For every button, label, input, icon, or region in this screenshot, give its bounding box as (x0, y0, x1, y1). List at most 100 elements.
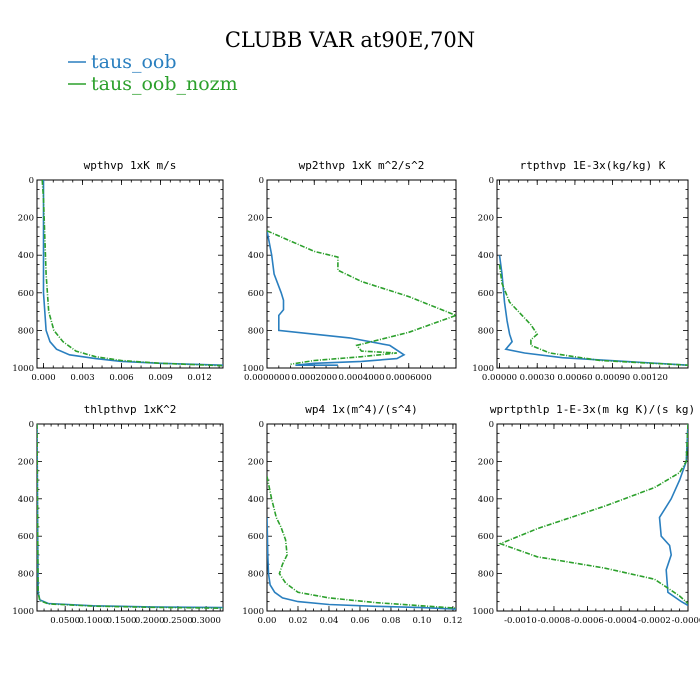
series-line-taus-oob (267, 517, 456, 610)
y-tick-label: 0 (489, 420, 494, 430)
series-line-taus-oob (498, 255, 688, 366)
series-line-taus-oob-nozm (41, 180, 223, 367)
x-tick-label: 0.12 (443, 616, 462, 626)
plot-frame (266, 423, 457, 612)
series-line-taus-oob-nozm (498, 264, 688, 366)
x-tick-label: 0.006 (109, 373, 133, 383)
y-tick-label: 400 (18, 251, 34, 261)
x-tick-label: 0.02 (289, 616, 308, 626)
x-tick-label: -0.0006 (571, 616, 604, 626)
x-tick-label: 0.012 (187, 373, 211, 383)
series-line-taus-oob-nozm (267, 476, 456, 609)
x-tick-label: 0.009 (148, 373, 172, 383)
y-tick-label: 600 (478, 289, 494, 299)
y-tick-label: 1000 (472, 364, 494, 374)
x-tick-label: 0.003 (70, 373, 94, 383)
legend-label-taus-oob-nozm: taus_oob_nozm (91, 73, 238, 95)
series-line-taus-oob (37, 424, 223, 609)
y-tick-label: 800 (478, 570, 494, 580)
panel-title: rtpthvp 1E-3x(kg/kg) K (520, 159, 666, 172)
panel-4: thlpthvp 1xK^2020040060080010000.05000.1… (12, 403, 224, 626)
panel-title: wpthvp 1xK m/s (84, 159, 177, 172)
series-line-taus-oob (267, 230, 406, 366)
y-tick-label: 1000 (242, 364, 264, 374)
x-tick-label: 0.00060 (557, 373, 592, 383)
y-tick-label: 0 (29, 176, 34, 186)
y-tick-label: 200 (248, 214, 264, 224)
x-tick-label: 0.2000 (135, 616, 165, 626)
y-tick-label: 800 (248, 326, 264, 336)
figure-title: CLUBB VAR at90E,70N (225, 28, 475, 52)
x-tick-label: 0.0006000 (386, 373, 432, 383)
x-tick-label: 0.06 (350, 616, 369, 626)
y-tick-label: 400 (18, 495, 34, 505)
x-tick-label: 0.1000 (78, 616, 108, 626)
y-tick-label: 1000 (472, 607, 494, 617)
y-tick-label: 0 (259, 420, 264, 430)
plot-frame (36, 179, 224, 369)
y-tick-label: 1000 (242, 607, 264, 617)
plot-frame (36, 423, 224, 612)
y-tick-label: 600 (478, 532, 494, 542)
y-tick-label: 400 (478, 495, 494, 505)
x-tick-label: 0.0002000 (291, 373, 337, 383)
y-tick-label: 200 (478, 214, 494, 224)
y-tick-label: 400 (248, 495, 264, 505)
series-line-taus-oob-nozm (498, 424, 688, 605)
x-tick-label: 0.08 (381, 616, 400, 626)
panel-3: rtpthvp 1E-3x(kg/kg) K020040060080010000… (472, 159, 689, 383)
x-tick-label: -0.0004 (605, 616, 638, 626)
panel-title: wp4 1x(m^4)/(s^4) (305, 403, 418, 416)
plot-frame (496, 179, 689, 369)
x-tick-label: -0.0008 (538, 616, 571, 626)
y-tick-label: 600 (18, 289, 34, 299)
panel-title: thlpthvp 1xK^2 (84, 403, 177, 416)
x-tick-label: 0.2500 (163, 616, 193, 626)
y-tick-label: 600 (248, 289, 264, 299)
y-tick-label: 0 (259, 176, 264, 186)
series-line-taus-oob-nozm (267, 230, 456, 365)
series-line-taus-oob-nozm (37, 424, 223, 609)
y-tick-label: 600 (18, 532, 34, 542)
x-tick-label: 0.00120 (633, 373, 668, 383)
y-tick-label: 200 (478, 457, 494, 467)
y-tick-label: 1000 (12, 364, 34, 374)
series-line-taus-oob (658, 424, 688, 607)
y-tick-label: 200 (248, 457, 264, 467)
y-tick-label: 0 (29, 420, 34, 430)
y-tick-label: 1000 (12, 607, 34, 617)
x-tick-label: 0.10 (412, 616, 431, 626)
x-tick-label: 0.04 (319, 616, 338, 626)
x-tick-label: 0.00000 (482, 373, 517, 383)
x-tick-label: 0.000 (31, 373, 55, 383)
panel-title: wprtpthlp 1-E-3x(m kg K)/(s kg) (490, 403, 695, 416)
y-tick-label: 0 (489, 176, 494, 186)
x-tick-label: 0.0500 (50, 616, 80, 626)
x-tick-label: 0.3000 (191, 616, 221, 626)
y-tick-label: 200 (18, 457, 34, 467)
y-tick-label: 600 (248, 532, 264, 542)
panel-6: wprtpthlp 1-E-3x(m kg K)/(s kg) 0 200 400 60… (472, 403, 700, 626)
x-tick-label: -0.0000 (672, 616, 700, 626)
legend: taus_oob taus_oob_nozm (68, 51, 238, 95)
x-tick-label: 0.00030 (520, 373, 555, 383)
legend-label-taus-oob: taus_oob (91, 51, 177, 73)
y-tick-label: 200 (18, 214, 34, 224)
y-tick-label: 800 (248, 570, 264, 580)
x-tick-label: 0.00090 (595, 373, 630, 383)
panel-2: wp2thvp 1xK m^2/s^2 0 200 400 600 800 1000 0.00… (242, 159, 457, 383)
x-tick-label: -0.0010 (504, 616, 537, 626)
y-tick-label: 400 (248, 251, 264, 261)
y-tick-label: 800 (18, 326, 34, 336)
x-tick-label: 0.1500 (107, 616, 137, 626)
panel-title: wp2thvp 1xK m^2/s^2 (299, 159, 425, 172)
y-tick-label: 400 (478, 251, 494, 261)
series-line-taus-oob (42, 180, 223, 366)
y-tick-label: 800 (478, 326, 494, 336)
y-tick-label: 800 (18, 570, 34, 580)
x-tick-label: -0.0002 (638, 616, 671, 626)
